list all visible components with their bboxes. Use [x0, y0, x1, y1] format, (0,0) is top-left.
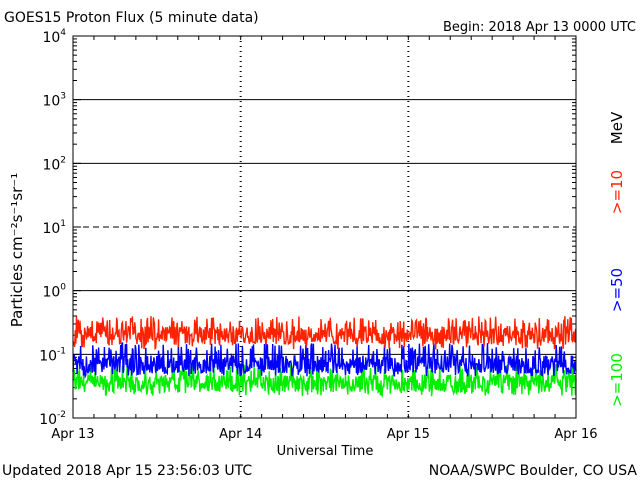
y-tick-exponent: 3 [60, 92, 66, 102]
begin-label: Begin: 2018 Apr 13 0000 UTC [443, 20, 636, 35]
y-tick-label: 10-2 [39, 410, 66, 428]
legend-unit: MeV [608, 111, 626, 144]
series-line [72, 341, 577, 379]
y-tick-base: 10 [42, 157, 60, 173]
legend-100mev: >=100 [608, 353, 626, 407]
legend: MeV >=10 >=50 >=100 [608, 111, 626, 407]
y-tick-label: 10-1 [39, 346, 66, 364]
x-axis-label: Universal Time [277, 444, 374, 459]
legend-10mev: >=10 [608, 170, 626, 214]
plot-frame [72, 35, 577, 419]
legend-50mev: >=50 [608, 268, 626, 312]
y-axis-label: Particles cm⁻²s⁻¹sr⁻¹ [8, 173, 26, 327]
updated-text: Updated 2018 Apr 15 23:56:03 UTC [2, 463, 252, 479]
y-tick-label: 101 [42, 219, 66, 237]
y-tick-base: 10 [42, 285, 60, 301]
x-tick-label: Apr 16 [554, 427, 597, 442]
y-tick-base: 10 [42, 30, 60, 46]
chart-title: GOES15 Proton Flux (5 minute data) [4, 10, 259, 26]
y-tick-base: 10 [42, 221, 60, 237]
y-tick-exponent: 0 [60, 283, 66, 293]
y-tick-exponent: 4 [60, 28, 66, 38]
series-layer [72, 316, 577, 399]
credit-text: NOAA/SWPC Boulder, CO USA [429, 463, 638, 479]
x-tick-label: Apr 13 [51, 427, 94, 442]
y-tick-label: 102 [42, 155, 66, 173]
y-tick-exponent: 1 [60, 219, 66, 229]
day-markers [239, 36, 410, 418]
y-tick-base: 10 [42, 94, 60, 110]
y-tick-exponent: 2 [60, 155, 66, 165]
y-tick-label: 104 [42, 28, 66, 46]
y-tick-base: 10 [39, 348, 57, 364]
y-tick-label: 103 [42, 92, 66, 110]
x-tick-labels: Apr 13 Apr 14 Apr 15 Apr 16 [51, 427, 597, 442]
series-line [72, 363, 577, 399]
x-tick-label: Apr 15 [387, 427, 430, 442]
y-tick-base: 10 [39, 412, 57, 428]
y-tick-label: 100 [42, 283, 66, 301]
series-line [72, 316, 577, 351]
y-tick-exponent: -1 [57, 346, 66, 356]
y-tick-exponent: -2 [57, 410, 66, 420]
x-tick-label: Apr 14 [219, 427, 262, 442]
